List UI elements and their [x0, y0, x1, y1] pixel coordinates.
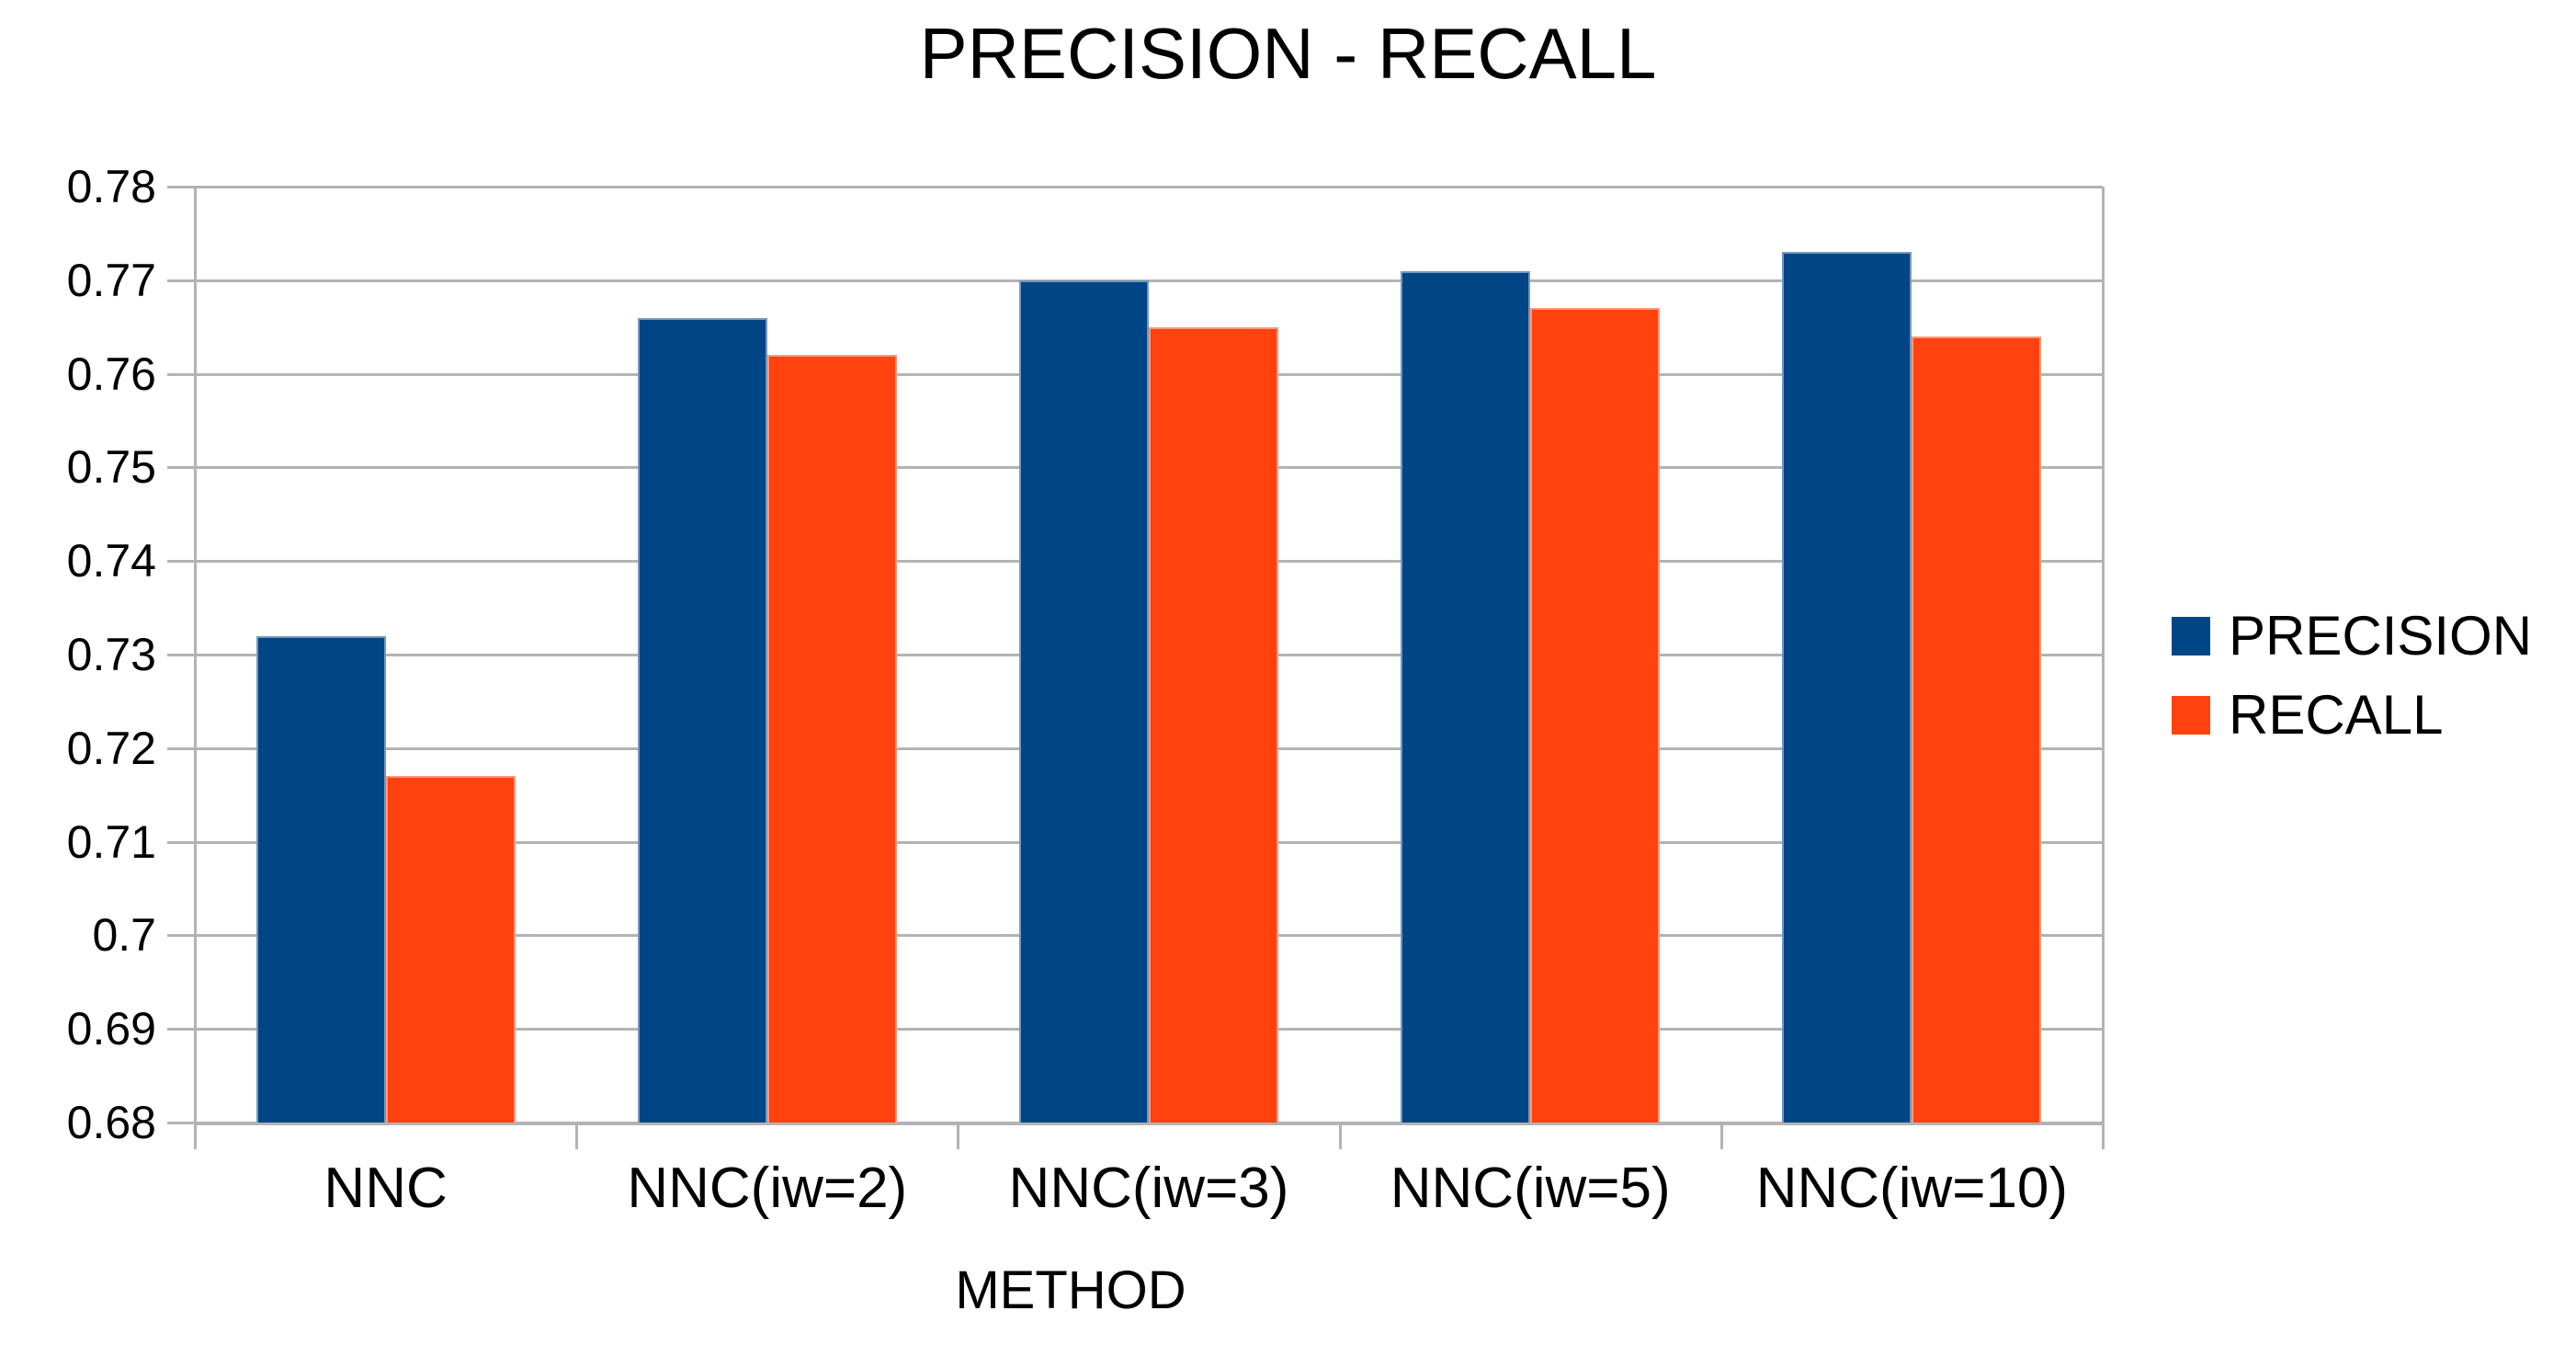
gridline: [195, 279, 2103, 282]
y-axis-tick: [167, 279, 195, 282]
legend-swatch-icon: [2172, 617, 2210, 655]
bar-precision-NNC: [255, 635, 386, 1123]
plot-right-border: [2102, 187, 2105, 1149]
y-axis-tick: [167, 560, 195, 564]
legend-item-precision: PRECISION: [2172, 597, 2532, 676]
y-axis-tick-label: 0.68: [66, 1097, 156, 1148]
y-axis-tick-label: 0.77: [66, 254, 156, 306]
bar-precision-NNC(iw=3): [1019, 279, 1149, 1123]
x-axis-tick: [957, 1123, 960, 1149]
gridline: [195, 1122, 2103, 1125]
x-axis-tick: [575, 1123, 579, 1149]
legend-item-recall: RECALL: [2172, 676, 2532, 755]
y-axis-tick-label: 0.7: [92, 909, 156, 962]
legend-label: PRECISION: [2229, 605, 2533, 667]
x-axis-title: METHOD: [955, 1260, 1186, 1320]
bar-recall-NNC: [385, 776, 516, 1123]
legend-swatch-icon: [2172, 696, 2210, 735]
bar-recall-NNC(iw=3): [1149, 326, 1278, 1123]
y-axis-tick-label: 0.71: [66, 815, 156, 868]
x-axis-tick-label: NNC(iw=2): [627, 1157, 908, 1220]
plot-area: [195, 186, 2103, 1125]
y-axis-tick-label: 0.75: [66, 441, 156, 494]
y-axis-tick-label: 0.69: [66, 1003, 156, 1055]
y-axis-tick: [167, 747, 195, 750]
gridline: [195, 186, 2103, 188]
bar-precision-NNC(iw=2): [637, 317, 767, 1123]
y-axis-tick-label: 0.76: [66, 348, 156, 400]
y-axis-tick: [167, 372, 195, 376]
y-axis-tick: [167, 466, 195, 470]
x-axis-tick-label: NNC(iw=10): [1755, 1157, 2069, 1220]
y-axis-tick-label: 0.72: [66, 722, 156, 774]
x-axis-tick: [2102, 1123, 2105, 1149]
x-axis-tick: [194, 1123, 197, 1149]
y-axis-tick-label: 0.78: [66, 161, 156, 212]
x-axis-tick: [1338, 1123, 1342, 1149]
bar-recall-NNC(iw=2): [766, 355, 897, 1123]
chart-title: PRECISION - RECALL: [919, 13, 1657, 94]
y-axis-tick-label: 0.73: [66, 629, 156, 680]
bar-recall-NNC(iw=5): [1530, 308, 1661, 1123]
y-axis-line: [194, 187, 197, 1149]
y-axis-tick: [167, 186, 195, 188]
x-axis-tick: [1719, 1123, 1723, 1149]
bar-precision-NNC(iw=5): [1401, 270, 1531, 1123]
x-axis-tick-label: NNC(iw=5): [1390, 1157, 1671, 1220]
bar-precision-NNC(iw=10): [1782, 252, 1912, 1123]
x-axis-tick-label: NNC(iw=3): [1008, 1157, 1289, 1220]
y-axis-tick: [167, 934, 195, 938]
y-axis-tick: [167, 840, 195, 844]
legend: PRECISION RECALL: [2172, 597, 2532, 755]
y-axis-tick: [167, 1122, 195, 1124]
y-axis-tick: [167, 1028, 195, 1032]
y-axis-tick: [167, 654, 195, 656]
legend-label: RECALL: [2229, 684, 2444, 746]
x-axis-tick-label: NNC: [323, 1157, 448, 1220]
y-axis-tick-label: 0.74: [66, 535, 156, 587]
bar-recall-NNC(iw=10): [1912, 336, 2042, 1123]
